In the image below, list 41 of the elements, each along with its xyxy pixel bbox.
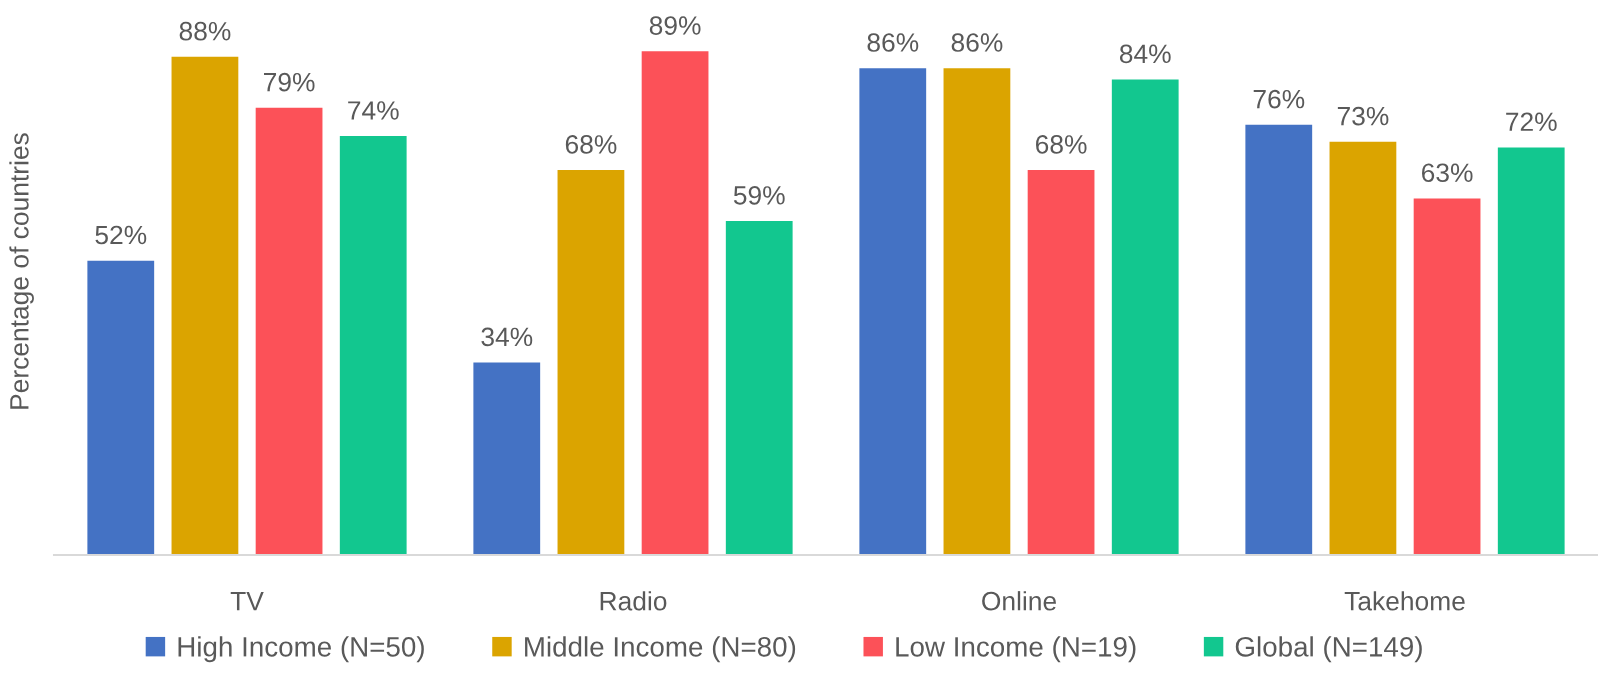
- y-axis-title: Percentage of countries: [9, 133, 34, 409]
- bar: [87, 260, 155, 556]
- data-label: 59%: [733, 186, 785, 205]
- data-label: 68%: [565, 135, 617, 154]
- bar: [255, 107, 323, 556]
- data-label: 72%: [1506, 112, 1557, 132]
- data-label: 34%: [481, 327, 533, 347]
- data-label: 76%: [1253, 89, 1305, 109]
- bar: [1027, 170, 1095, 556]
- data-label: 79%: [264, 72, 315, 92]
- bar: [339, 136, 407, 556]
- legend-label: Low Income (N=19): [896, 636, 1136, 663]
- data-label: 52%: [95, 225, 147, 245]
- bar: [1329, 141, 1397, 556]
- legend-label: Middle Income (N=80): [525, 636, 796, 663]
- bar: [1111, 79, 1179, 556]
- x-tick-label: Online: [982, 591, 1056, 611]
- bar: [557, 170, 625, 556]
- bar: [171, 56, 239, 556]
- legend-label: Global (N=149): [1235, 636, 1422, 663]
- bar: [473, 362, 541, 556]
- x-tick-label: Radio: [600, 591, 667, 611]
- bar: [1497, 147, 1565, 556]
- data-label: 73%: [1337, 106, 1389, 126]
- bar: [859, 68, 927, 556]
- bar: [943, 68, 1011, 556]
- data-label: 63%: [1422, 163, 1473, 183]
- legend-label: High Income (N=50): [178, 636, 424, 663]
- data-label: 84%: [1119, 44, 1171, 64]
- data-label: 89%: [649, 16, 701, 35]
- bar: [725, 221, 793, 556]
- data-label: 86%: [951, 33, 1003, 52]
- data-label: 86%: [867, 33, 919, 52]
- data-label: 88%: [179, 21, 231, 41]
- data-label: 68%: [1036, 135, 1087, 154]
- data-label: 74%: [348, 101, 399, 120]
- x-tick-label: TV: [230, 592, 264, 611]
- x-tick-label: Takehome: [1344, 591, 1465, 611]
- bar: [641, 51, 709, 556]
- bar: [1245, 124, 1313, 556]
- bar: [1413, 198, 1481, 556]
